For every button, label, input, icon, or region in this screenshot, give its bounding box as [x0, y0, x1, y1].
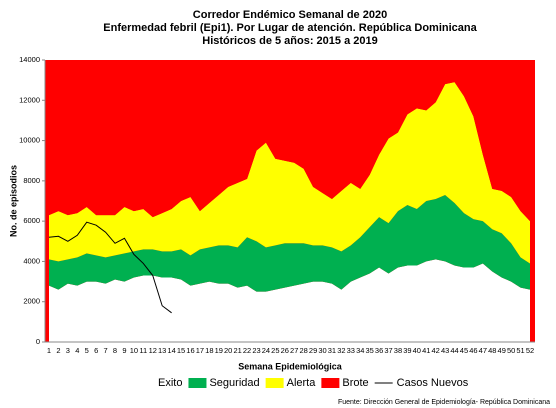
x-tick-label: 27 — [290, 346, 298, 355]
x-tick-label: 18 — [205, 346, 213, 355]
line — [48, 221, 172, 314]
x-tick-label: 32 — [337, 346, 345, 355]
x-tick-label: 2 — [56, 346, 60, 355]
x-tick-label: 26 — [281, 346, 289, 355]
y-tick-label: 6000 — [23, 216, 40, 225]
legend-swatch — [265, 378, 284, 388]
x-tick-label: 7 — [104, 346, 108, 355]
area — [49, 194, 530, 292]
x-tick-label: 25 — [271, 346, 279, 355]
x-tick-label: 10 — [130, 346, 138, 355]
x-tick-label: 39 — [403, 346, 411, 355]
area — [49, 60, 530, 222]
x-tick-label: 48 — [488, 346, 496, 355]
x-tick-label: 34 — [356, 346, 364, 355]
x-tick-label: 4 — [75, 346, 79, 355]
x-tick-label: 36 — [375, 346, 383, 355]
x-tick-label: 30 — [318, 346, 326, 355]
x-tick-label: 3 — [66, 346, 70, 355]
x-tick-label: 33 — [347, 346, 355, 355]
x-tick-label: 41 — [422, 346, 430, 355]
x-tick-label: 14 — [167, 346, 175, 355]
x-tick-label: 51 — [516, 346, 524, 355]
x-tick-label: 37 — [384, 346, 392, 355]
x-axis-label: Semana Epidemiológica — [238, 361, 343, 371]
legend-swatch — [321, 378, 340, 388]
y-axis-label: No. de episodios — [8, 165, 18, 237]
x-tick-label: 43 — [441, 346, 449, 355]
y-tick-label: 0 — [36, 337, 40, 346]
x-tick-label: 21 — [233, 346, 241, 355]
x-tick-label: 49 — [498, 346, 506, 355]
x-tick-label: 46 — [469, 346, 477, 355]
x-tick-label: 22 — [243, 346, 251, 355]
source: Fuente: Dirección General de Epidemiolog… — [338, 399, 550, 406]
area — [49, 259, 530, 342]
x-tick-label: 20 — [224, 346, 232, 355]
x-tick-label: 16 — [186, 346, 194, 355]
x-tick-label: 40 — [413, 346, 421, 355]
area — [49, 82, 530, 264]
x-tick-label: 5 — [85, 346, 89, 355]
x-tick-label: 17 — [196, 346, 204, 355]
legend-label: Alerta — [287, 377, 317, 389]
y-tick-label: 8000 — [23, 176, 40, 185]
x-tick-label: 23 — [252, 346, 260, 355]
x-tick-label: 44 — [450, 346, 458, 355]
x-tick-label: 24 — [262, 346, 270, 355]
x-tick-label: 47 — [479, 346, 487, 355]
x-tick-label: 9 — [122, 346, 126, 355]
x-tick-label: 50 — [507, 346, 515, 355]
y-tick-label: 14000 — [19, 55, 40, 64]
legend-label: Exito — [158, 377, 182, 389]
x-tick-label: 15 — [177, 346, 185, 355]
x-tick-label: 52 — [526, 346, 534, 355]
x-tick-label: 38 — [394, 346, 402, 355]
x-tick-label: 45 — [460, 346, 468, 355]
x-tick-label: 11 — [139, 346, 147, 355]
x-tick-label: 6 — [94, 346, 98, 355]
legend-label: Casos Nuevos — [397, 377, 469, 389]
x-tick-label: 29 — [309, 346, 317, 355]
x-tick-label: 1 — [47, 346, 51, 355]
chart-title: Históricos de 5 años: 2015 a 2019 — [202, 35, 377, 47]
chart-title: Enfermedad febril (Epi1). Por Lugar de a… — [103, 22, 477, 34]
x-tick-label: 35 — [365, 346, 373, 355]
x-tick-label: 31 — [328, 346, 336, 355]
y-tick-label: 10000 — [19, 136, 40, 145]
legend-label: Brote — [342, 377, 368, 389]
legend-swatch — [188, 378, 207, 388]
y-tick-label: 12000 — [19, 95, 40, 104]
x-tick-label: 28 — [299, 346, 307, 355]
x-tick-label: 8 — [113, 346, 117, 355]
chart-title: Corredor Endémico Semanal de 2020 — [193, 9, 387, 21]
x-tick-label: 42 — [432, 346, 440, 355]
x-tick-label: 13 — [158, 346, 166, 355]
x-tick-label: 12 — [149, 346, 157, 355]
y-tick-label: 2000 — [23, 297, 40, 306]
legend-label: Seguridad — [209, 377, 259, 389]
y-tick-label: 4000 — [23, 256, 40, 265]
x-tick-label: 19 — [215, 346, 223, 355]
